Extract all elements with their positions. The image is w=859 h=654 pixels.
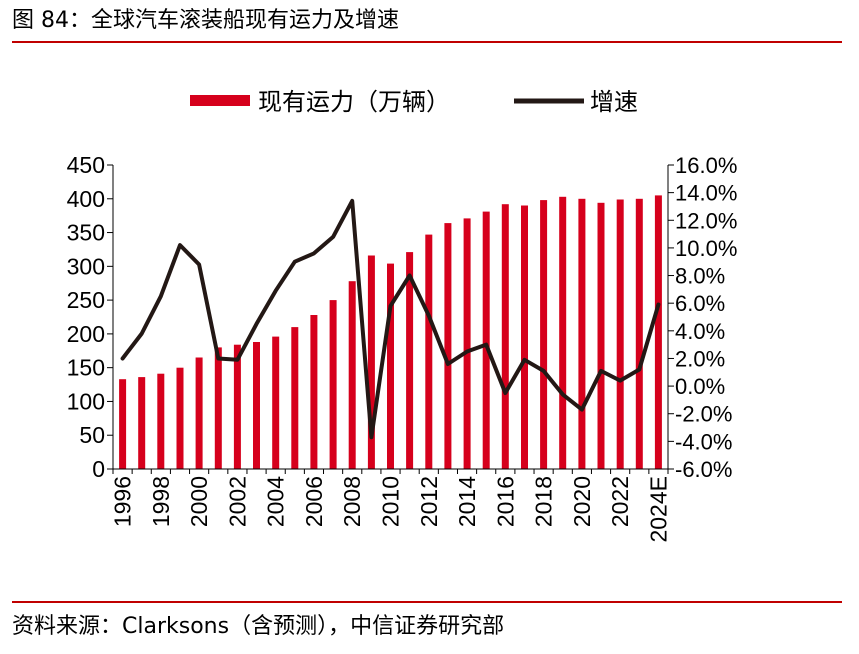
- bar-capacity-2003: [253, 342, 260, 469]
- bar-capacity-2008: [348, 281, 356, 469]
- x-tick-label-2012: 2012: [416, 476, 442, 527]
- x-tick-label-1996: 1996: [110, 476, 136, 527]
- left-tick-label-300: 300: [67, 253, 105, 279]
- left-tick-label-0: 0: [92, 456, 105, 482]
- x-tick-label-2006: 2006: [301, 476, 327, 527]
- right-tick-label-0.0%: 0.0%: [675, 374, 725, 399]
- bar-capacity-2011: [406, 252, 414, 469]
- right-tick-label-6.0%: 6.0%: [675, 291, 725, 316]
- x-tick-label-2002: 2002: [224, 476, 250, 527]
- bar-capacity-2019: [559, 196, 567, 470]
- legend-label-growth: 增速: [590, 89, 638, 116]
- bar-capacity-2010: [387, 263, 394, 469]
- left-tick-label-200: 200: [67, 321, 105, 347]
- x-tick-label-2022: 2022: [607, 476, 633, 527]
- bar-capacity-2023: [635, 198, 643, 470]
- bar-capacity-2012: [425, 234, 433, 469]
- bar-capacity-1996: [119, 379, 127, 469]
- bar-capacity-2013: [444, 223, 452, 469]
- x-tick-label-2008: 2008: [339, 476, 365, 527]
- left-tick-label-50: 50: [79, 422, 105, 448]
- bar-capacity-2014: [463, 218, 471, 469]
- title-rule: [12, 41, 842, 43]
- bar-capacity-2005: [291, 327, 299, 469]
- bar-capacity-2001: [214, 347, 222, 469]
- left-tick-label-150: 150: [67, 355, 105, 381]
- x-tick-label-2004: 2004: [263, 476, 289, 527]
- x-tick-label-2018: 2018: [531, 476, 557, 527]
- source-rule: [12, 601, 842, 603]
- bar-capacity-2002: [233, 344, 241, 469]
- right-tick-label-12.0%: 12.0%: [675, 208, 737, 233]
- bar-capacity-2020: [578, 198, 586, 470]
- left-tick-label-100: 100: [67, 388, 105, 414]
- right-tick-label-16.0%: 16.0%: [675, 153, 737, 178]
- x-tick-label-2020: 2020: [569, 476, 595, 527]
- left-tick-label-250: 250: [67, 287, 105, 313]
- left-tick-label-350: 350: [67, 220, 105, 246]
- bar-capacity-1999: [176, 367, 184, 469]
- x-tick-label-2000: 2000: [186, 476, 212, 527]
- x-tick-label-2010: 2010: [378, 476, 404, 527]
- bar-capacity-2024E: [654, 195, 662, 469]
- bar-capacity-2006: [310, 315, 318, 469]
- bar-capacity-2018: [540, 200, 548, 469]
- bar-capacity-1998: [157, 373, 165, 469]
- right-tick-label-8.0%: 8.0%: [675, 264, 725, 289]
- right-tick-label--2.0%: -2.0%: [675, 402, 732, 427]
- bar-capacity-2021: [597, 202, 605, 470]
- left-tick-label-450: 450: [67, 152, 105, 178]
- x-tick-label-2016: 2016: [492, 476, 518, 527]
- x-tick-label-2024E: 2024E: [645, 476, 671, 543]
- bar-capacity-2022: [616, 199, 624, 469]
- x-tick-label-1998: 1998: [148, 476, 174, 527]
- right-tick-label-10.0%: 10.0%: [675, 236, 737, 261]
- source-note: 资料来源：Clarksons（含预测），中信证券研究部: [12, 614, 505, 639]
- figure-title: 图 84：全球汽车滚装船现有运力及增速: [12, 8, 399, 33]
- right-tick-label--6.0%: -6.0%: [675, 457, 732, 482]
- legend-swatch-capacity: [190, 95, 250, 106]
- bar-capacity-1997: [138, 377, 146, 469]
- bar-capacity-2015: [482, 211, 490, 469]
- bar-capacity-2009: [367, 255, 375, 469]
- right-tick-label-4.0%: 4.0%: [675, 319, 725, 344]
- bar-capacity-2016: [501, 204, 509, 469]
- bar-capacity-2004: [272, 336, 280, 469]
- bar-capacity-2017: [521, 205, 528, 469]
- right-tick-label--4.0%: -4.0%: [675, 429, 732, 454]
- x-tick-label-2014: 2014: [454, 476, 480, 527]
- bar-capacity-2007: [329, 300, 337, 469]
- right-tick-label-14.0%: 14.0%: [675, 181, 737, 206]
- left-tick-label-400: 400: [67, 186, 105, 212]
- legend-label-capacity: 现有运力（万辆）: [258, 89, 450, 116]
- bar-capacity-2000: [195, 357, 203, 469]
- right-tick-label-2.0%: 2.0%: [675, 346, 725, 371]
